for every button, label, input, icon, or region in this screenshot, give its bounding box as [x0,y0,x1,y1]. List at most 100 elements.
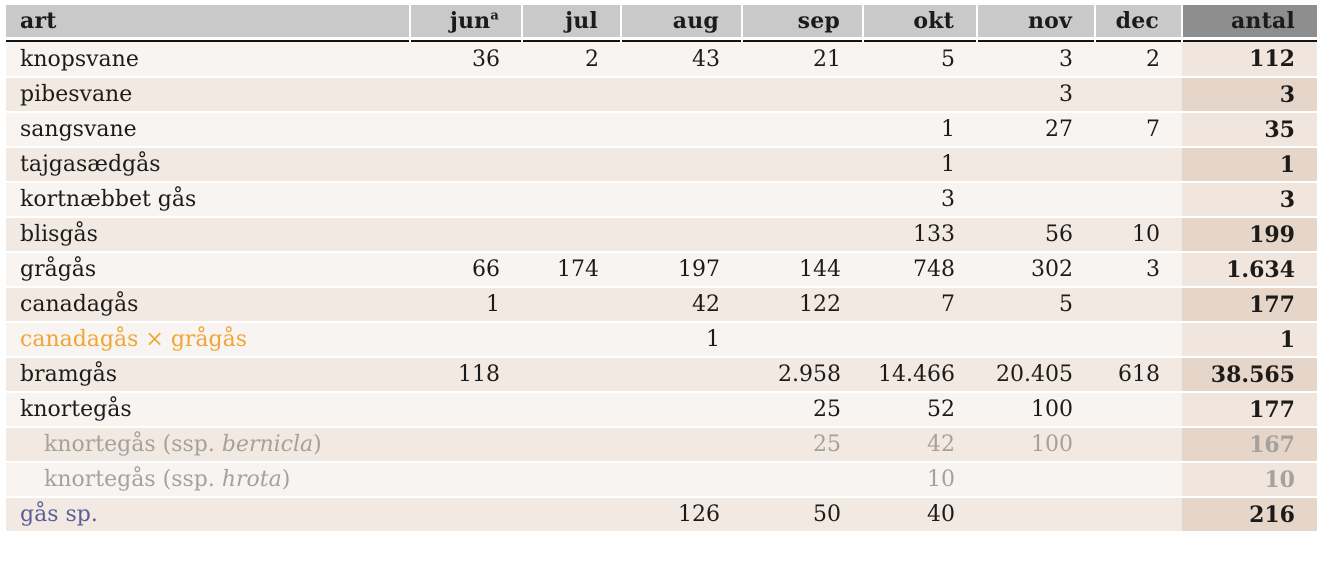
table-row: blisgås 133 56 10 199 [6,217,1317,253]
header-row: art juna jul aug sep okt nov [6,5,1317,40]
count-aug [621,182,742,218]
count-sep [742,147,863,183]
count-jul [522,427,621,463]
count-dec [1095,287,1182,323]
count-jun [410,77,522,113]
column-header-jul: jul [521,5,621,40]
count-jul [522,112,621,148]
count-sep [742,322,863,358]
total-count: 1 [1182,322,1317,358]
header-rule [6,38,1317,42]
count-dec [1095,182,1182,218]
count-aug [621,112,742,148]
count-sep [742,217,863,253]
count-aug: 126 [621,497,742,533]
count-nov: 3 [977,42,1095,78]
count-okt: 14.466 [863,357,977,393]
footnote-marker: a [490,8,499,24]
column-header-jun: juna [409,5,522,40]
count-okt: 748 [863,252,977,288]
table-header: art juna jul aug sep okt nov [6,5,1317,42]
count-nov [977,147,1095,183]
column-header-aug-label: aug [672,7,719,34]
count-nov: 302 [977,252,1095,288]
count-nov: 3 [977,77,1095,113]
column-header-nov: nov [976,5,1095,40]
count-sep: 25 [742,392,863,428]
count-dec [1095,77,1182,113]
column-header-okt: okt [862,5,977,40]
column-header-dec-label: dec [1115,7,1159,34]
total-count: 177 [1182,392,1317,428]
count-nov: 5 [977,287,1095,323]
table-row: tajgasædgås 1 1 [6,147,1317,183]
count-jul: 174 [522,252,621,288]
table-container: art juna jul aug sep okt nov [6,5,1317,533]
total-count: 3 [1182,182,1317,218]
count-aug [621,427,742,463]
species-name: tajgasædgås [6,147,410,183]
table-row: grågås 66 174 197 144 748 302 3 1.634 [6,252,1317,288]
total-count: 167 [1182,427,1317,463]
count-jul: 2 [522,42,621,78]
count-jun [410,497,522,533]
count-dec: 10 [1095,217,1182,253]
column-header-antal-label: antal [1230,7,1295,34]
count-aug [621,147,742,183]
count-aug [621,217,742,253]
count-aug [621,77,742,113]
total-count: 216 [1182,497,1317,533]
species-name: pibesvane [6,77,410,113]
table-row: knortegås (ssp. bernicla) 25 42 100 167 [6,427,1317,463]
table-row: kortnæbbet gås 3 3 [6,182,1317,218]
count-sep [742,77,863,113]
species-name: gås sp. [6,497,410,533]
count-jun [410,322,522,358]
species-name: knortegås (ssp. hrota) [6,462,410,498]
count-sep: 144 [742,252,863,288]
total-count: 38.565 [1182,357,1317,393]
column-header-antal: antal [1181,5,1317,40]
count-jun [410,427,522,463]
count-aug [621,462,742,498]
count-jun: 1 [410,287,522,323]
count-nov [977,497,1095,533]
count-sep [742,112,863,148]
species-name: kortnæbbet gås [6,182,410,218]
count-sep [742,182,863,218]
count-dec: 2 [1095,42,1182,78]
count-okt: 52 [863,392,977,428]
count-dec [1095,462,1182,498]
count-dec [1095,392,1182,428]
species-name: knopsvane [6,42,410,78]
species-name: grågås [6,252,410,288]
column-header-dec: dec [1094,5,1182,40]
count-aug: 197 [621,252,742,288]
count-sep [742,462,863,498]
column-header-art-label: art [20,7,57,34]
count-aug: 1 [621,322,742,358]
count-jul [522,287,621,323]
count-nov [977,322,1095,358]
table-row: knopsvane 36 2 43 21 5 3 2 112 [6,42,1317,78]
count-dec [1095,497,1182,533]
total-count: 199 [1182,217,1317,253]
table-row: canadagås 1 42 122 7 5 177 [6,287,1317,323]
column-header-sep: sep [741,5,863,40]
bird-count-table: art juna jul aug sep okt nov [6,5,1317,533]
count-jun [410,182,522,218]
count-sep: 50 [742,497,863,533]
count-okt: 1 [863,147,977,183]
total-count: 1.634 [1182,252,1317,288]
species-name: canadagås [6,287,410,323]
species-name: sangsvane [6,112,410,148]
count-sep: 25 [742,427,863,463]
species-name: knortegås (ssp. bernicla) [6,427,410,463]
column-header-jun-label: jun [449,7,491,34]
count-nov: 100 [977,392,1095,428]
count-aug [621,392,742,428]
species-name: knortegås [6,392,410,428]
count-jun [410,217,522,253]
count-okt: 7 [863,287,977,323]
count-nov: 56 [977,217,1095,253]
